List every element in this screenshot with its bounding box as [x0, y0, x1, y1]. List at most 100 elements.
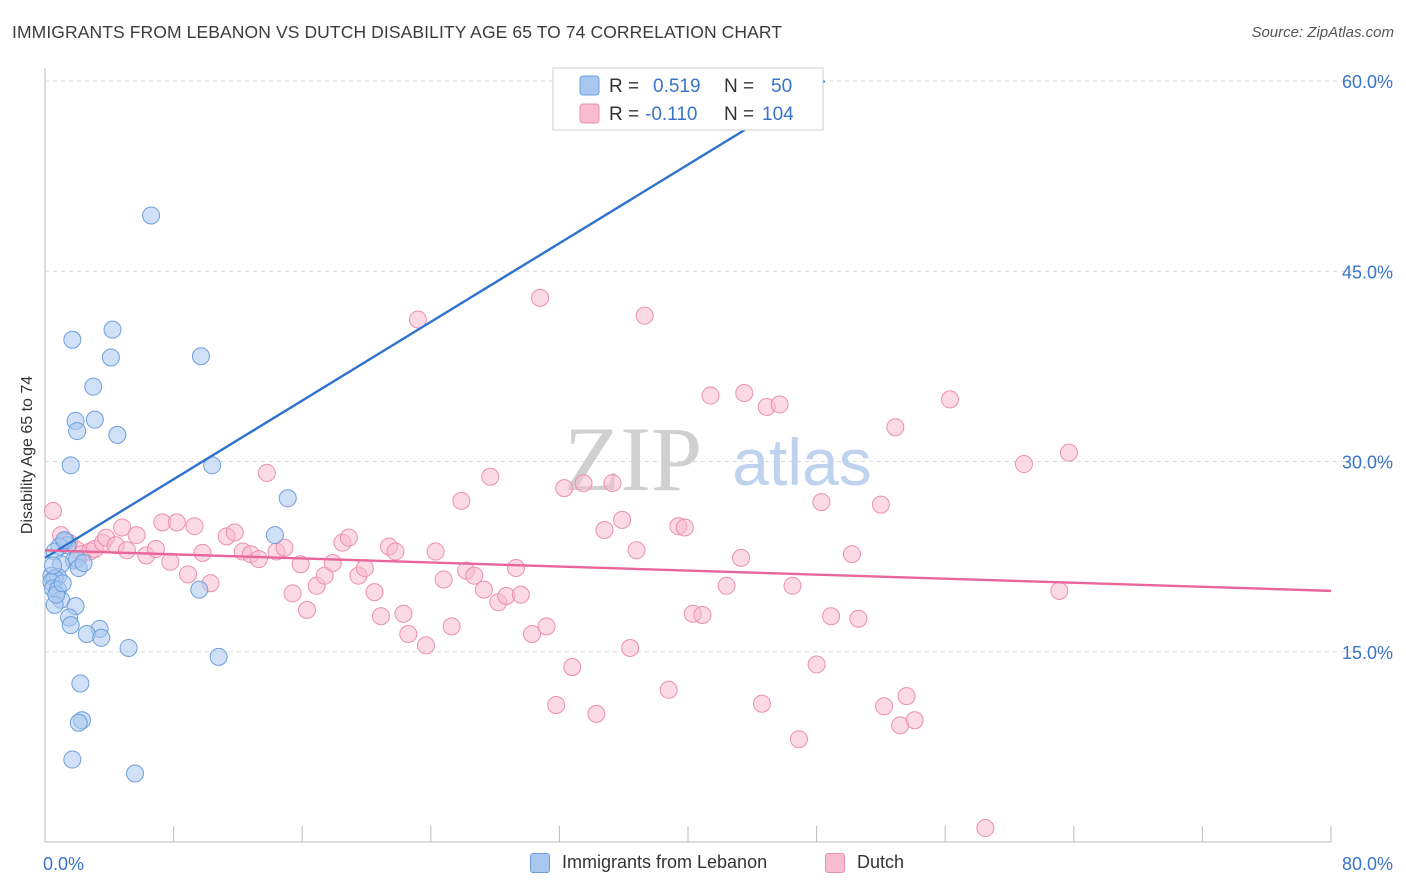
legend-n-label-2: N =	[724, 104, 754, 125]
dutch-point-61	[531, 288, 550, 307]
chart-title: IMMIGRANTS FROM LEBANON VS DUTCH DISABIL…	[12, 22, 783, 42]
lebanon-point-1	[63, 330, 82, 349]
dutch-point-97	[897, 687, 916, 706]
dutch-point-55	[481, 467, 500, 486]
dutch-point-81	[732, 548, 751, 567]
dutch-point-30	[283, 584, 302, 603]
watermark-zip: ZIP	[564, 408, 702, 510]
lebanon-point-37	[119, 638, 138, 657]
legend-n-label-1: N =	[724, 76, 754, 97]
legend-item-lebanon: Immigrants from Lebanon	[530, 852, 767, 873]
legend-r-label-2: R =	[609, 104, 639, 125]
dutch-point-50	[442, 617, 461, 636]
watermark: ZIP atlas	[564, 408, 872, 510]
lebanon-point-41	[69, 713, 88, 732]
dutch-point-65	[563, 657, 582, 676]
dutch-point-73	[635, 306, 654, 325]
dutch-point-90	[822, 607, 841, 626]
dutch-trend-line	[44, 549, 1332, 593]
lebanon-point-4	[191, 347, 210, 366]
dutch-point-74	[659, 680, 678, 699]
lebanon-point-10	[61, 456, 80, 475]
legend-label-lebanon: Immigrants from Lebanon	[562, 852, 768, 872]
legend-swatch-dutch	[825, 852, 845, 873]
dutch-point-41	[371, 607, 390, 626]
x-tick-label-1: 80.0%	[1342, 854, 1393, 874]
watermark-atlas: atlas	[732, 425, 871, 499]
legend-swatch-pink	[579, 103, 600, 124]
legend-n-value-2: 104	[762, 104, 794, 125]
dutch-point-88	[807, 655, 826, 674]
legend-r-value-1: 0.519	[653, 76, 701, 97]
series-legend: Immigrants from Lebanon Dutch	[0, 850, 1406, 880]
dutch-point-60	[523, 625, 542, 643]
dutch-point-31	[291, 555, 310, 574]
dutch-point-99	[941, 390, 960, 409]
y-tick-label-2: 45.0%	[1342, 262, 1393, 282]
legend-label-dutch: Dutch	[857, 852, 905, 872]
dutch-point-40	[365, 583, 384, 602]
lebanon-point-36	[92, 628, 111, 647]
dutch-point-93	[871, 495, 890, 514]
dutch-point-12	[127, 526, 146, 545]
dutch-point-66	[574, 474, 593, 493]
dutch-point-59	[511, 585, 530, 604]
stats-legend: R = 0.519 N = 50 R = -0.110 N = 104	[552, 67, 824, 131]
dutch-point-69	[603, 474, 622, 493]
dutch-point-29	[275, 538, 294, 557]
dutch-point-34	[315, 566, 334, 585]
lebanon-point-5	[84, 377, 103, 396]
dutch-point-11	[117, 541, 136, 560]
dutch-point-39	[355, 559, 374, 578]
dutch-point-44	[394, 604, 413, 623]
dutch-point-32	[298, 600, 317, 619]
dutch-point-95	[886, 418, 905, 437]
lebanon-point-28	[190, 580, 209, 599]
dutch-point-46	[408, 310, 427, 329]
lebanon-point-42	[63, 750, 82, 769]
dutch-point-54	[474, 580, 493, 599]
dutch-point-47	[416, 636, 435, 655]
dutch-point-0	[44, 501, 63, 520]
lebanon-point-12	[278, 489, 297, 508]
lebanon-point-7	[85, 410, 104, 429]
y-tick-label-3: 60.0%	[1342, 72, 1393, 92]
dutch-point-64	[555, 479, 574, 498]
dutch-point-49	[434, 570, 453, 589]
dutch-point-91	[842, 545, 861, 564]
dutch-point-68	[595, 521, 614, 539]
dutch-point-20	[193, 543, 212, 562]
legend-swatch-blue	[579, 75, 600, 96]
dutch-point-79	[701, 386, 720, 405]
dutch-point-98	[905, 711, 924, 730]
legend-r-label-1: R =	[609, 76, 639, 97]
lebanon-point-3	[101, 348, 120, 367]
legend-r-value-2: -0.110	[645, 104, 697, 125]
lebanon-point-9	[108, 425, 127, 444]
dutch-point-19	[185, 517, 204, 536]
lebanon-point-44	[44, 556, 63, 575]
dutch-point-43	[386, 542, 405, 561]
dutch-point-37	[339, 528, 358, 547]
lebanon-point-33	[61, 616, 80, 635]
dutch-point-18	[179, 565, 198, 584]
lebanon-point-48	[74, 553, 93, 572]
dutch-point-58	[506, 559, 525, 578]
lebanon-point-2	[103, 320, 122, 339]
dutch-point-35	[323, 553, 342, 572]
dutch-point-86	[783, 576, 802, 595]
dutch-point-85	[770, 395, 789, 414]
y-tick-label-1: 30.0%	[1342, 453, 1393, 473]
dutch-point-92	[849, 609, 868, 628]
dutch-point-23	[225, 523, 244, 542]
dutch-point-102	[1050, 581, 1069, 600]
dutch-point-71	[621, 638, 640, 657]
trend-lines	[44, 80, 1332, 593]
lebanon-point-13	[265, 526, 284, 545]
dutch-points	[44, 288, 1078, 838]
tick-labels: 15.0% 30.0% 45.0% 60.0% 0.0% 80.0%	[43, 72, 1393, 874]
dutch-point-80	[717, 576, 736, 595]
dutch-point-94	[875, 697, 894, 716]
dutch-point-45	[399, 625, 418, 643]
